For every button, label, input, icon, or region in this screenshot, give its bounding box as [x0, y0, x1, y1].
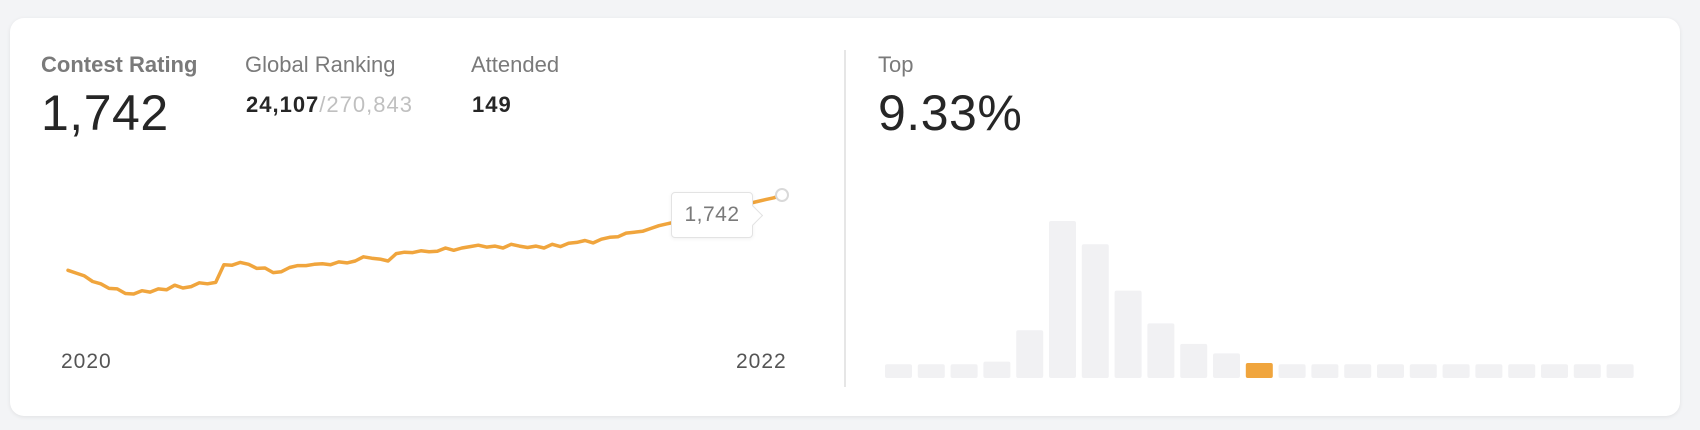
attended-value: 149: [472, 92, 512, 117]
contest-rating-value: 1,742: [41, 85, 169, 141]
rating-series-line: [66, 193, 784, 296]
distribution-bar[interactable]: [1016, 330, 1044, 378]
distribution-bar[interactable]: [885, 364, 912, 378]
top-percentile-label: Top: [878, 52, 914, 77]
global-ranking-total: /270,843: [319, 92, 413, 117]
rating-current-point[interactable]: [775, 188, 789, 202]
distribution-bar[interactable]: [1213, 353, 1240, 378]
distribution-bar[interactable]: [1606, 364, 1634, 378]
rating-distribution-chart[interactable]: [10, 18, 1680, 416]
attended-label: Attended: [471, 52, 560, 77]
distribution-bar[interactable]: [983, 361, 1011, 378]
distribution-bar[interactable]: [1114, 290, 1142, 378]
distribution-bar[interactable]: [1541, 364, 1568, 378]
distribution-bar[interactable]: [1081, 244, 1109, 378]
top-percentile-value: 9.33%: [878, 85, 1023, 141]
section-divider: [844, 50, 846, 387]
rating-line-chart[interactable]: 2020 2022: [10, 18, 840, 416]
global-ranking-label: Global Ranking: [245, 52, 396, 77]
distribution-bar[interactable]: [1573, 364, 1601, 378]
global-ranking-value: 24,107/270,843: [246, 92, 413, 118]
distribution-bar[interactable]: [1278, 364, 1306, 378]
x-tick-label-2020: 2020: [61, 350, 112, 373]
global-ranking-rank: 24,107: [246, 92, 320, 117]
distribution-bar[interactable]: [1409, 364, 1437, 378]
distribution-bar[interactable]: [1344, 364, 1372, 378]
distribution-bar[interactable]: [1180, 343, 1208, 378]
distribution-bar[interactable]: [917, 364, 945, 378]
distribution-bar[interactable]: [1049, 221, 1076, 378]
distribution-bar[interactable]: [1377, 364, 1404, 378]
rating-tooltip: 1,742: [671, 192, 753, 238]
x-tick-label-2022: 2022: [736, 350, 787, 373]
contest-rating-label: Contest Rating: [41, 52, 198, 77]
distribution-bar[interactable]: [950, 364, 978, 378]
distribution-bar-current[interactable]: [1245, 363, 1273, 378]
distribution-bar[interactable]: [1311, 364, 1339, 378]
distribution-bar[interactable]: [1147, 323, 1175, 378]
distribution-bar[interactable]: [1475, 364, 1503, 378]
distribution-bar[interactable]: [1442, 364, 1470, 378]
contest-rating-card: Contest Rating 1,742 Global Ranking 24,1…: [10, 18, 1680, 416]
distribution-bar[interactable]: [1508, 364, 1536, 378]
